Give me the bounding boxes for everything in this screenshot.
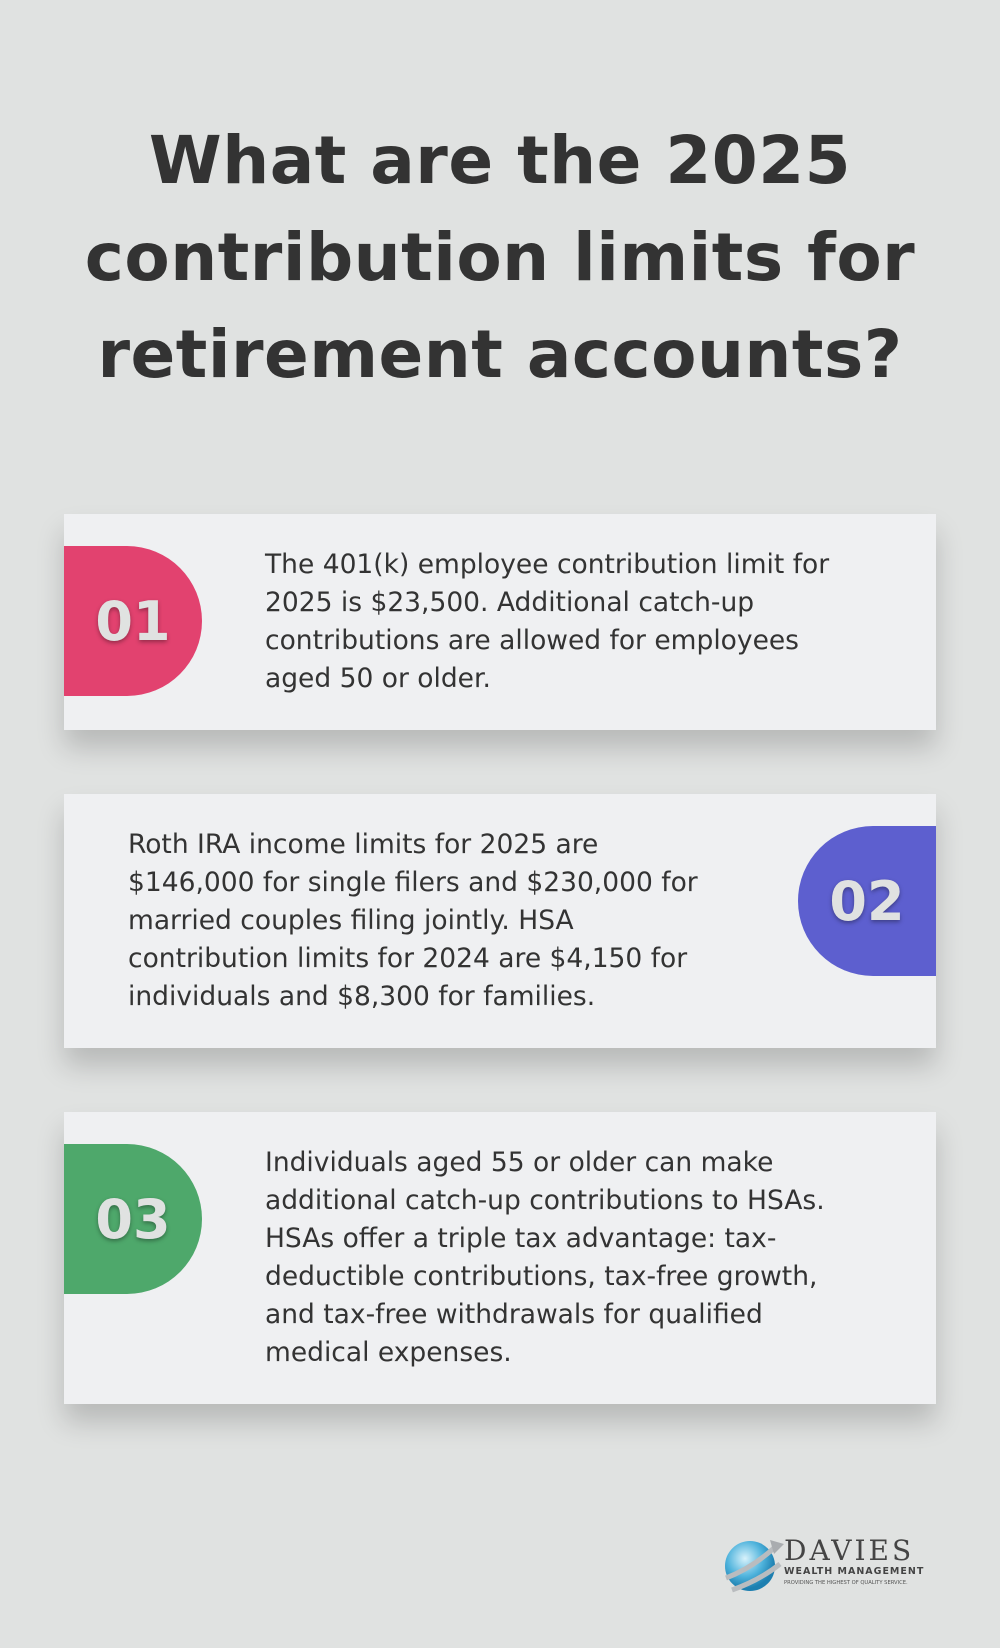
card-text: Individuals aged 55 or older can make ad… — [265, 1147, 825, 1368]
globe-icon: DAVIES WEALTH MANAGEMENT PROVIDING THE H… — [725, 1534, 924, 1593]
number-badge: 03 — [64, 1144, 202, 1294]
card-text: The 401(k) employee contribution limit f… — [265, 549, 830, 694]
svg-text:DAVIES: DAVIES — [784, 1534, 914, 1567]
svg-text:PROVIDING THE HIGHEST OF QUALI: PROVIDING THE HIGHEST OF QUALITY SERVICE… — [784, 1580, 908, 1586]
davies-logo: DAVIES WEALTH MANAGEMENT PROVIDING THE H… — [722, 1530, 937, 1596]
card-text: Roth IRA income limits for 2025 are $146… — [128, 829, 698, 1012]
number-badge: 02 — [798, 826, 936, 976]
card-03: 03 Individuals aged 55 or older can make… — [64, 1112, 936, 1404]
page-title: What are the 2025 contribution limits fo… — [84, 122, 916, 393]
card-02: 02 Roth IRA income limits for 2025 are $… — [64, 794, 936, 1048]
svg-text:WEALTH MANAGEMENT: WEALTH MANAGEMENT — [784, 1566, 924, 1577]
card-01: 01 The 401(k) employee contribution limi… — [64, 514, 936, 730]
number-badge: 01 — [64, 546, 202, 696]
